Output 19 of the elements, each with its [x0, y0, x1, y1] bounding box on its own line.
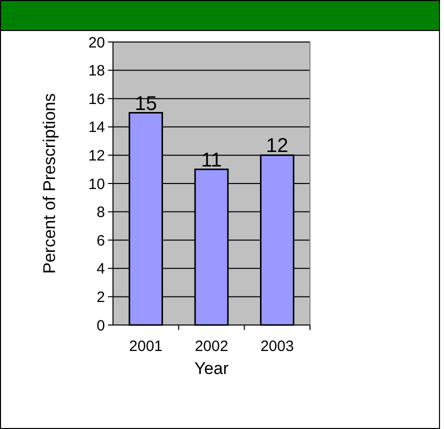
y-tick-label: 10 — [88, 176, 105, 193]
y-tick-label: 0 — [96, 317, 105, 334]
y-tick-label: 8 — [96, 204, 105, 222]
y-tick-label: 6 — [96, 232, 105, 250]
y-tick-label: 20 — [88, 34, 105, 52]
y-tick-label: 4 — [96, 260, 105, 278]
y-tick-label: 18 — [88, 62, 105, 80]
x-tick-label: 2001 — [129, 338, 163, 355]
x-axis-title: Year — [194, 359, 230, 378]
y-tick-label: 14 — [88, 119, 105, 136]
y-tick-label: 2 — [96, 288, 105, 306]
y-axis-title: Percent of Prescriptions — [40, 93, 59, 274]
y-tick-label: 16 — [88, 90, 105, 108]
data-label: 12 — [266, 135, 288, 158]
data-label: 15 — [134, 92, 157, 115]
x-tick-label: 2003 — [260, 338, 294, 355]
data-label: 11 — [201, 149, 222, 172]
y-tick-label: 12 — [88, 147, 105, 164]
x-tick-label: 2002 — [194, 338, 228, 355]
